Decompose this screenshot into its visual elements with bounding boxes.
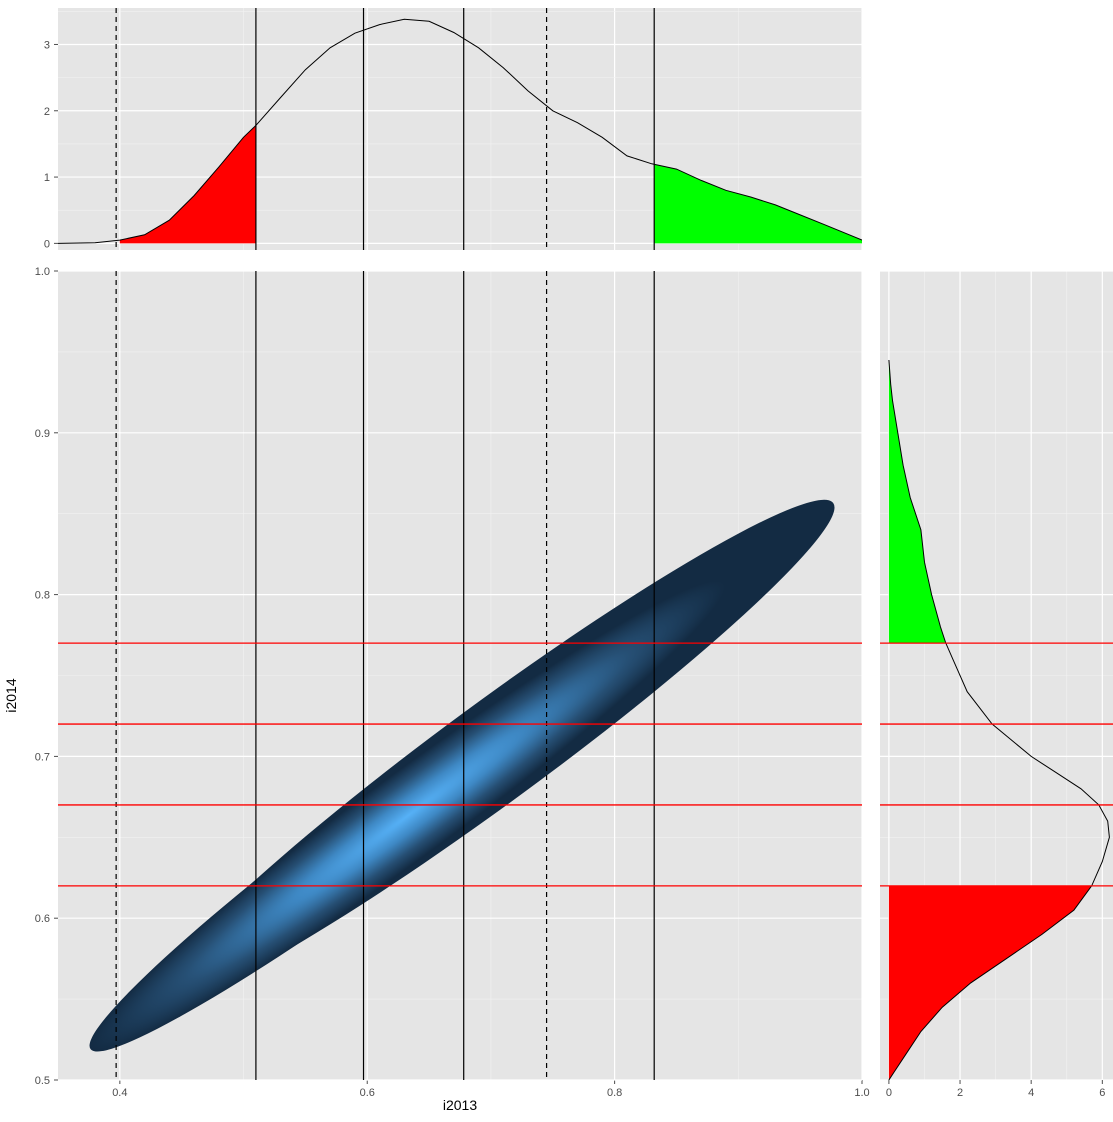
main-y-tick-label: 0.6 [35, 913, 50, 925]
main-x-tick-label: 0.8 [607, 1087, 622, 1099]
main-y-tick-label: 0.8 [35, 590, 50, 602]
main-density-panel: 0.4 0.6 0.8 1.0 0.5 0.6 0.7 0.8 0.9 1.0 i2013 i2014 [0, 266, 870, 1113]
main-x-tick-label: 0.4 [112, 1087, 127, 1099]
right-marginal-panel: 0 2 4 6 [880, 271, 1113, 1099]
right-x-tick-label: 0 [886, 1087, 892, 1099]
main-y-tick-label: 0.5 [35, 1075, 50, 1087]
right-x-tick-label: 2 [957, 1087, 963, 1099]
main-y-tick-label: 1.0 [35, 266, 50, 278]
top-y-tick-label: 3 [44, 39, 50, 51]
right-x-tick-label: 4 [1028, 1087, 1034, 1099]
main-x-tick-label: 0.6 [360, 1087, 375, 1099]
y-axis-title: i2014 [3, 678, 19, 712]
main-y-tick-label: 0.7 [35, 751, 50, 763]
right-x-tick-label: 6 [1099, 1087, 1105, 1099]
top-y-tick-label: 1 [44, 172, 50, 184]
x-axis-title: i2013 [443, 1097, 477, 1113]
main-x-tick-label: 1.0 [854, 1087, 869, 1099]
top-marginal-panel: 0 1 2 3 [0, 8, 862, 250]
main-y-tick-label: 0.9 [35, 428, 50, 440]
top-y-tick-label: 0 [44, 238, 50, 250]
top-y-tick-label: 2 [44, 106, 50, 118]
